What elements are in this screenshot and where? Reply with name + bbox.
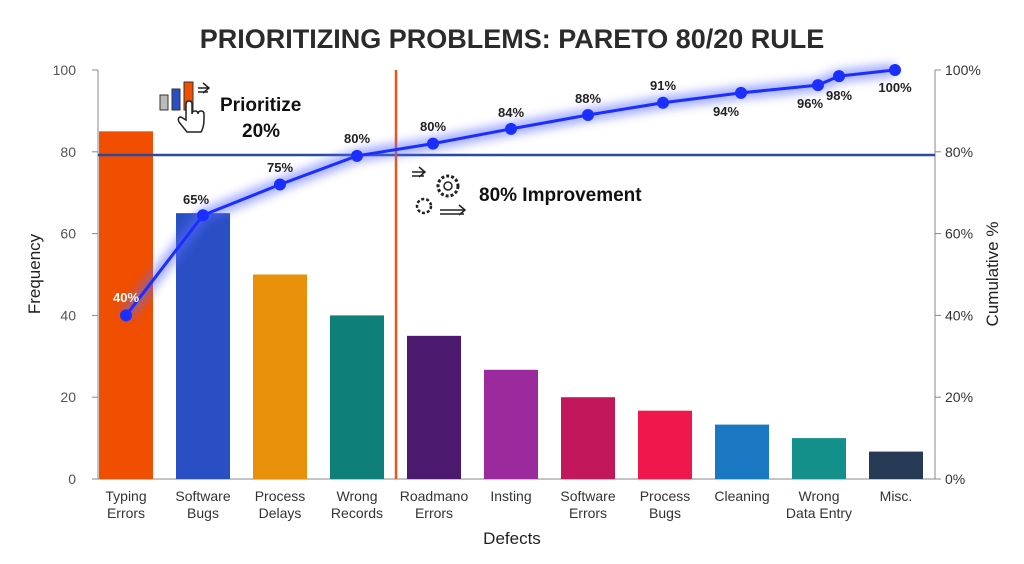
y-tick-label: 60 bbox=[60, 226, 76, 242]
x-tick-label: Errors bbox=[107, 505, 145, 521]
cumulative-point bbox=[735, 86, 747, 99]
x-tick-label: Process bbox=[640, 488, 691, 504]
cumulative-label: 91% bbox=[650, 78, 676, 93]
cumulative-point bbox=[505, 122, 517, 135]
cumulative-point bbox=[120, 309, 132, 322]
x-tick-label: Insting bbox=[490, 488, 531, 504]
prioritize-text: Prioritize bbox=[220, 95, 301, 116]
bar bbox=[638, 410, 692, 479]
bar bbox=[869, 451, 923, 479]
prioritize-percent: 20% bbox=[242, 121, 280, 142]
x-tick-label: Software bbox=[175, 488, 230, 504]
cumulative-label: 40% bbox=[113, 290, 139, 305]
y2-tick-label: 80% bbox=[945, 144, 973, 160]
cumulative-point bbox=[274, 178, 286, 191]
y-axis-label: Frequency bbox=[25, 233, 44, 314]
gear-hub bbox=[443, 181, 453, 191]
hand-pointer-icon bbox=[177, 100, 205, 133]
bar bbox=[253, 274, 307, 479]
x-tick-label: Roadmano bbox=[400, 488, 469, 504]
cumulative-point bbox=[427, 137, 439, 150]
x-tick-label: Misc. bbox=[880, 488, 913, 504]
bar bbox=[561, 397, 615, 479]
x-tick-label: Software bbox=[560, 488, 615, 504]
bar bbox=[407, 335, 461, 479]
cumulative-point bbox=[197, 209, 209, 222]
x-tick-label: Data Entry bbox=[786, 505, 852, 521]
bar bbox=[792, 438, 846, 479]
cumulative-point bbox=[812, 79, 824, 92]
x-tick-label: Wrong bbox=[337, 488, 378, 504]
y2-tick-label: 40% bbox=[945, 307, 973, 323]
x-axis-label: Defects bbox=[483, 529, 541, 548]
y-tick-label: 20 bbox=[60, 389, 76, 405]
cumulative-label: 96% bbox=[797, 96, 823, 111]
gears-icon bbox=[412, 166, 467, 216]
y2-tick-label: 100% bbox=[945, 62, 981, 78]
bar bbox=[176, 213, 230, 479]
arrow-icon bbox=[412, 166, 467, 216]
x-tick-label: Records bbox=[331, 505, 383, 521]
gear-small-icon bbox=[415, 197, 433, 215]
x-tick-label: Delays bbox=[259, 505, 302, 521]
x-tick-label: Bugs bbox=[187, 505, 219, 521]
gear-large-icon bbox=[436, 174, 460, 198]
cumulative-label: 88% bbox=[575, 91, 601, 106]
cumulative-label: 98% bbox=[826, 88, 852, 103]
arrow-icon bbox=[198, 82, 211, 94]
x-tick-label: Process bbox=[255, 488, 306, 504]
y2-tick-label: 20% bbox=[945, 389, 973, 405]
bar bbox=[715, 424, 769, 479]
bar bbox=[330, 315, 384, 479]
x-tick-label: Errors bbox=[569, 505, 607, 521]
y2-tick-label: 60% bbox=[945, 226, 973, 242]
y-tick-label: 40 bbox=[60, 307, 76, 323]
cumulative-point bbox=[833, 70, 845, 83]
bar-icon-gray bbox=[159, 94, 169, 111]
cumulative-point bbox=[889, 64, 901, 76]
x-tick-label: Bugs bbox=[649, 505, 681, 521]
x-tick-label: Typing bbox=[105, 488, 146, 504]
bar-icon-blue bbox=[171, 88, 181, 111]
cumulative-point bbox=[657, 96, 669, 109]
cumulative-label: 84% bbox=[498, 105, 524, 120]
prioritize-icon bbox=[159, 81, 211, 133]
x-tick-label: Wrong bbox=[799, 488, 840, 504]
cumulative-label: 65% bbox=[183, 192, 209, 207]
cumulative-label: 80% bbox=[344, 131, 370, 146]
cumulative-label: 100% bbox=[878, 80, 912, 95]
cumulative-label: 94% bbox=[713, 104, 739, 119]
improvement-text: 80% Improvement bbox=[479, 185, 642, 206]
x-tick-label: Cleaning bbox=[714, 488, 769, 504]
cumulative-label: 75% bbox=[267, 160, 293, 175]
bar bbox=[484, 369, 538, 479]
bar bbox=[99, 131, 153, 479]
y2-axis-label: Cumulative % bbox=[983, 222, 1002, 327]
y-tick-label: 100 bbox=[53, 62, 77, 78]
x-tick-label: Errors bbox=[415, 505, 453, 521]
chart-title: PRIORITIZING PROBLEMS: PARETO 80/20 RULE bbox=[200, 24, 825, 54]
cumulative-label: 80% bbox=[420, 119, 446, 134]
y2-tick-label: 0% bbox=[945, 471, 965, 487]
y-tick-label: 80 bbox=[60, 144, 76, 160]
cumulative-point bbox=[582, 108, 594, 121]
cumulative-point bbox=[351, 149, 363, 162]
y-tick-label: 0 bbox=[68, 471, 76, 487]
